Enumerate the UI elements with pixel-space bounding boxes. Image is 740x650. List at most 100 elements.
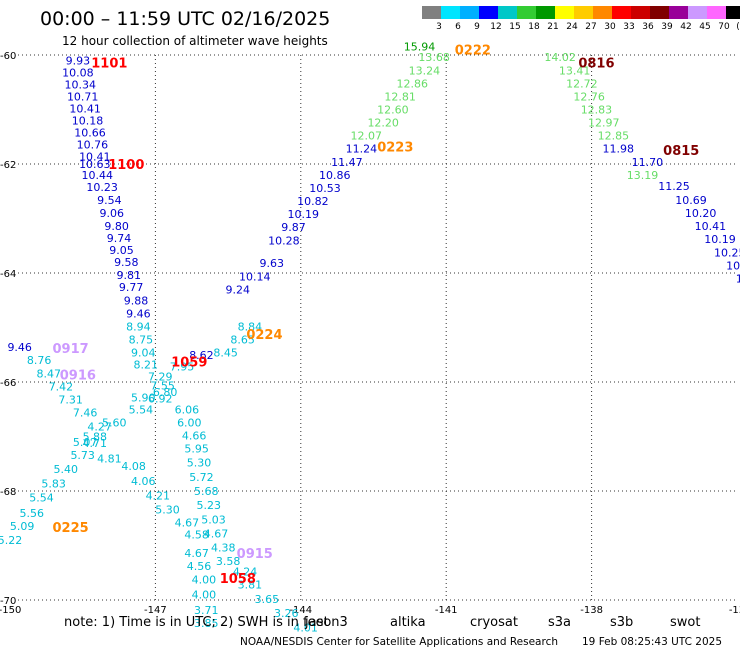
wave-height-value: 12.60 [377, 104, 409, 117]
wave-height-value: 7.46 [73, 407, 98, 420]
wave-height-value: 12.81 [384, 90, 416, 103]
satellite-legend-item: s3a [548, 615, 571, 630]
x-tick-label: -147 [144, 605, 167, 616]
y-tick-label: -68 [0, 487, 16, 498]
wave-height-value: 9.93 [66, 54, 91, 67]
wave-height-value: 3.58 [216, 555, 241, 568]
wave-height-value: 9.63 [259, 257, 284, 270]
wave-height-value: 3.85 [194, 617, 219, 630]
footer-note: note: 1) Time is in UTC; 2) SWH is in fe… [64, 615, 329, 630]
grid-lines [18, 54, 737, 601]
wave-height-value: 13.19 [627, 169, 659, 182]
wave-height-value: 5.73 [70, 449, 95, 462]
wave-height-value: 11.47 [331, 156, 363, 169]
wave-height-value: 11.70 [632, 156, 664, 169]
wave-height-value: 9.06 [100, 207, 125, 220]
wave-height-value: 9.05 [109, 244, 134, 257]
wave-height-value: 5.83 [41, 477, 66, 490]
wave-height-value: 9.04 [131, 347, 156, 360]
wave-height-value: 10.19 [704, 233, 736, 246]
wave-height-value: 4.67 [184, 547, 209, 560]
wave-height-value: 7.31 [58, 393, 83, 406]
colorbar-swatch [669, 6, 688, 19]
wave-height-value: 5.40 [53, 463, 78, 476]
wave-height-value: 10.44 [81, 169, 113, 182]
chart-subtitle: 12 hour collection of altimeter wave hei… [62, 34, 328, 48]
wave-height-value: 10.86 [319, 169, 351, 182]
wave-height-value: 15.94 [404, 40, 436, 53]
wave-height-value: 5.88 [83, 431, 108, 444]
y-tick-label: -70 [0, 596, 16, 607]
y-tick-label: -62 [0, 160, 16, 171]
wave-height-value: 12.97 [588, 117, 620, 130]
wave-height-value: 9.77 [119, 281, 144, 294]
chart-title: 00:00 – 11:59 UTC 02/16/2025 [40, 8, 330, 30]
colorbar-label: 33 [623, 22, 634, 32]
colorbar-label: 27 [585, 22, 596, 32]
wave-height-value: 3.71 [194, 604, 219, 617]
pass-time-label: 0916 [60, 368, 96, 383]
colorbar-label: 39 [661, 22, 673, 32]
wave-height-value: 9.81 [116, 269, 141, 282]
wave-height-value: 5.72 [189, 471, 214, 484]
satellite-legend-item: jason3 [304, 615, 348, 630]
wave-height-value: 10.39 [736, 272, 740, 285]
wave-height-value: 4.67 [204, 528, 229, 541]
wave-height-value: 6.06 [175, 403, 200, 416]
colorbar-swatch [650, 6, 669, 19]
wave-height-value: 10.08 [62, 66, 94, 79]
pass-time-label: 0915 [237, 547, 273, 562]
wave-height-value: 12.76 [573, 90, 605, 103]
wave-height-value: 3.65 [255, 593, 280, 606]
wave-height-value: 9.58 [114, 256, 139, 269]
colorbar-label: 45 [699, 22, 710, 32]
wave-height-value: 10.63 [79, 158, 111, 171]
satellite-legend-item: s3b [610, 615, 633, 630]
wave-height-value: 12.83 [581, 104, 613, 117]
wave-height-value: 4.56 [187, 560, 212, 573]
wave-height-value: 8.65 [230, 333, 255, 346]
wave-height-value: 8.75 [129, 333, 154, 346]
wave-height-value: 9.87 [281, 221, 306, 234]
wave-height-value: 8.76 [27, 354, 52, 367]
wave-height-value: 9.80 [104, 220, 129, 233]
wave-height-value: 9.24 [226, 283, 251, 296]
colorbar-swatch [460, 6, 479, 19]
colorbar-swatch [707, 6, 726, 19]
wave-height-value: 4.71 [83, 437, 108, 450]
wave-height-value: 4.27 [87, 421, 112, 434]
wave-height-value: 11.24 [346, 143, 378, 156]
pass-time-label: 1059 [171, 355, 207, 370]
colorbar-label: 12 [490, 22, 501, 32]
colorbar-label: 42 [680, 22, 691, 32]
wave-height-value: 13.24 [409, 64, 441, 77]
satellite-legend: jason3 altika cryosat s3a s3b swot [304, 615, 700, 630]
y-tick-label: -64 [0, 269, 16, 280]
pass-time-label: 1100 [108, 158, 144, 173]
colorbar-swatch [593, 6, 612, 19]
wave-height-points: 9.9310.0810.3410.7110.4110.1810.6610.761… [0, 40, 740, 634]
pass-time-label: 0815 [663, 144, 699, 159]
wave-height-value: 5.23 [196, 499, 221, 512]
y-tick-label: -66 [0, 378, 16, 389]
x-tick-label: -138 [580, 605, 603, 616]
y-tick-label: -60 [0, 51, 16, 62]
wave-height-value: 12.85 [598, 130, 630, 143]
wave-height-value: 10.69 [675, 194, 707, 207]
x-tick-label: -13 [729, 605, 740, 616]
satellite-legend-item: altika [390, 615, 426, 630]
wave-height-value: 14.02 [544, 51, 576, 64]
axis-tick-labels: -60 -62 -64 -66 -68 -70-150 -147 -144 -141 -138 -1… [0, 51, 740, 616]
footer-timestamp: 19 Feb 08:25:43 UTC 2025 [582, 636, 722, 648]
pass-time-label: 0224 [246, 328, 282, 343]
wave-height-value: 13.68 [418, 51, 450, 64]
wave-height-value: 4.00 [192, 589, 217, 602]
colorbar-label: 30 [604, 22, 616, 32]
wave-height-value: 7.29 [148, 371, 173, 384]
wave-height-value: 9.88 [124, 294, 149, 307]
wave-height-value: 7.95 [170, 361, 195, 374]
pass-time-label: 1101 [91, 57, 127, 72]
x-tick-label: -150 [0, 605, 21, 616]
